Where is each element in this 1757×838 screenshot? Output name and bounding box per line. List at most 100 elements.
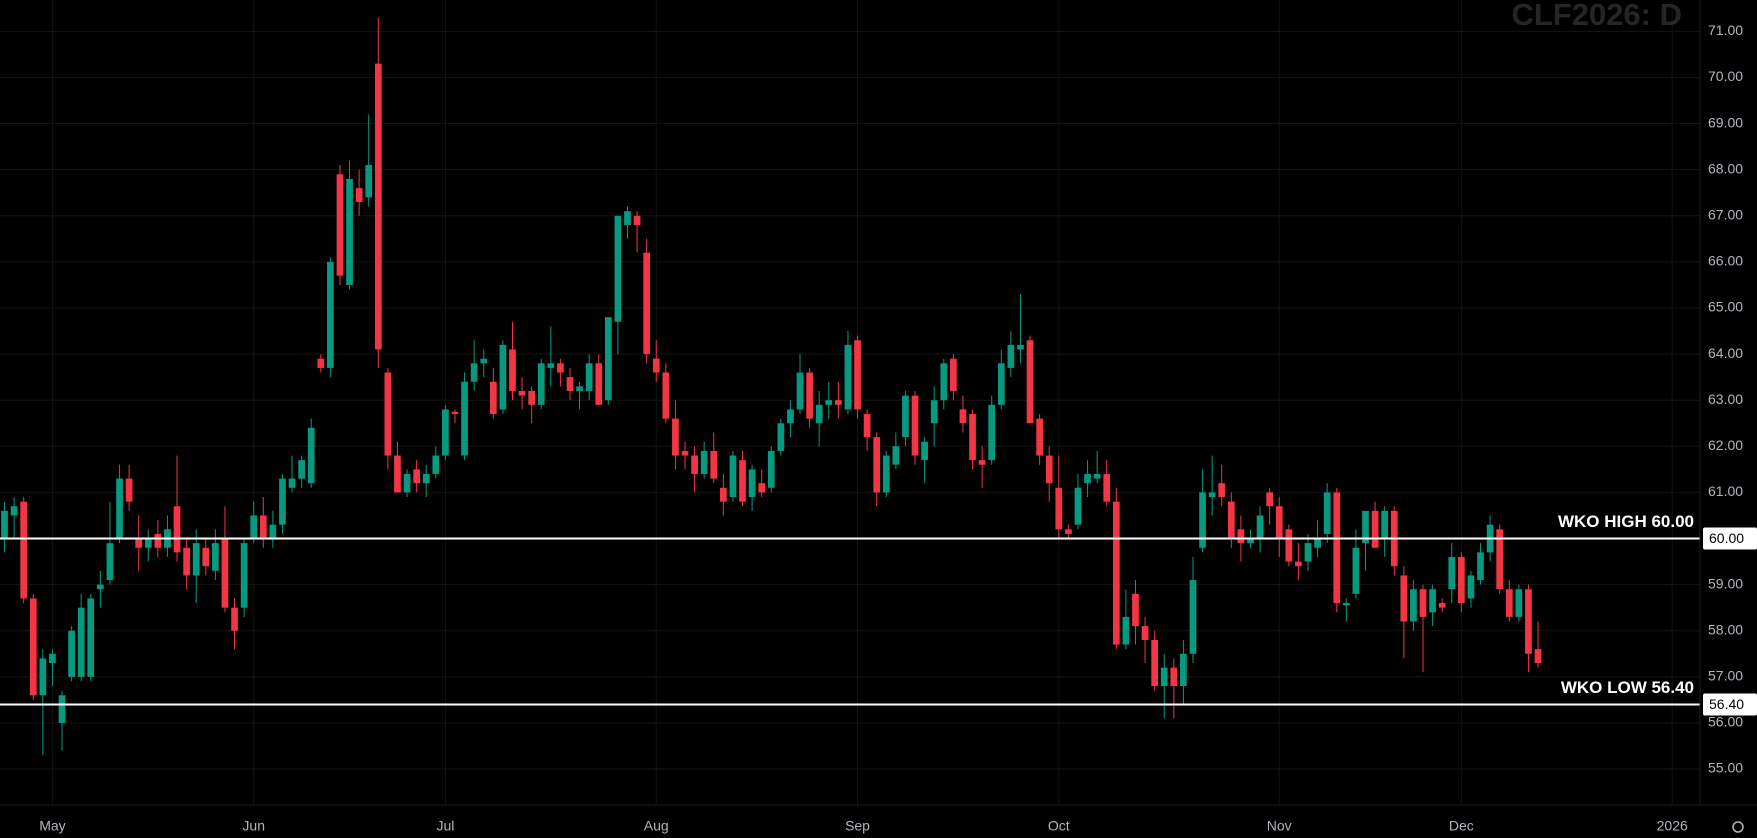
candle-body (49, 653, 56, 663)
candle-body (240, 543, 248, 608)
overlay: WKO HIGH 60.00 60.00 WKO LOW 56.40 56.40 (0, 512, 1757, 716)
candle-body (413, 469, 420, 484)
candle-body (959, 409, 967, 424)
candle-body (1256, 515, 1264, 539)
candle-body (643, 252, 651, 355)
candle-body (192, 543, 200, 576)
candle-body (1132, 593, 1139, 627)
candle-body (988, 404, 996, 461)
candle-body (691, 455, 698, 474)
candle-body (135, 538, 143, 548)
candle-body (1371, 510, 1379, 548)
candle-body (518, 390, 526, 396)
y-tick-label: 69.00 (1708, 114, 1743, 130)
candle-body (739, 460, 746, 502)
candle-body (1515, 589, 1523, 617)
candle-body (1525, 589, 1532, 654)
candle-body (470, 363, 478, 382)
candle-body (787, 409, 794, 424)
candle-body (652, 358, 660, 373)
candle-body (595, 363, 603, 405)
candle-body (394, 455, 401, 493)
candle-body (1362, 510, 1369, 544)
candle-body (1247, 538, 1254, 544)
candle-body (882, 455, 890, 493)
candle-body (202, 547, 210, 567)
candle-body (624, 211, 631, 225)
candle-body (384, 372, 392, 456)
candle-body (1065, 529, 1072, 534)
candle-body (911, 395, 919, 456)
candle-body (231, 607, 238, 631)
y-tick-label: 62.00 (1708, 437, 1743, 453)
candle-body (604, 317, 612, 401)
candle-body (1237, 529, 1245, 544)
x-tick-label: Nov (1267, 818, 1292, 834)
settings-icon[interactable] (1732, 821, 1744, 833)
candle-body (748, 469, 756, 498)
candle-body (183, 547, 190, 576)
x-tick-label: Sep (845, 818, 870, 834)
y-tick-label: 71.00 (1708, 22, 1743, 38)
candle-body (125, 478, 133, 502)
candle-body (422, 473, 430, 484)
price-tag-label: 60.00 (1709, 530, 1744, 546)
candle-body (1036, 418, 1043, 456)
candle-body (710, 450, 718, 479)
candle-body (403, 473, 411, 493)
candle-body (557, 363, 564, 373)
candle-body (1026, 340, 1034, 424)
candle-body (1093, 473, 1101, 479)
candle-body (1333, 492, 1341, 604)
candle-body (1180, 653, 1187, 687)
candle-body (1534, 649, 1542, 663)
candle-body (1218, 483, 1226, 498)
candle-body (509, 349, 516, 391)
candle-body (1227, 501, 1235, 539)
candle-body (346, 178, 353, 285)
price-tag (1703, 527, 1757, 550)
candle-body (298, 460, 305, 479)
y-tick-label: 63.00 (1708, 391, 1743, 407)
candle-body (997, 363, 1005, 405)
candle-body (873, 437, 881, 493)
candle-body (1208, 492, 1216, 498)
candle-body (1170, 667, 1178, 687)
candle-body (547, 363, 555, 368)
candle-body (1266, 492, 1274, 507)
candle-body (729, 455, 737, 498)
candle-body (1304, 543, 1312, 562)
candle-body (1314, 538, 1321, 548)
y-tick-label: 59.00 (1708, 575, 1743, 591)
candle-body (1151, 639, 1158, 687)
x-tick-label: Jun (242, 818, 265, 834)
candle-body (87, 598, 95, 677)
candle-body (106, 543, 114, 581)
candle-body (250, 515, 258, 539)
candle-body (259, 515, 267, 539)
candle-body (1084, 473, 1091, 484)
candle-body (1199, 492, 1206, 548)
y-tick-label: 70.00 (1708, 68, 1743, 84)
candle-body (796, 372, 804, 410)
candle-body (489, 381, 497, 415)
level-label: WKO LOW 56.40 (1561, 678, 1694, 697)
candle-body (777, 423, 785, 451)
candle-body (662, 372, 670, 419)
candle-body (1285, 529, 1293, 562)
candle-body (365, 165, 373, 198)
candles (1, 17, 1542, 756)
candle-body (930, 400, 938, 424)
candle-body (1141, 626, 1149, 640)
candle-body (10, 506, 18, 516)
candle-body (1074, 487, 1082, 525)
candle-body (1467, 575, 1475, 599)
candle-body (940, 363, 948, 401)
candle-body (863, 414, 871, 438)
y-tick-label: 64.00 (1708, 345, 1743, 361)
candle-body (432, 455, 440, 474)
y-tick-label: 66.00 (1708, 253, 1743, 269)
candle-body (58, 695, 66, 723)
